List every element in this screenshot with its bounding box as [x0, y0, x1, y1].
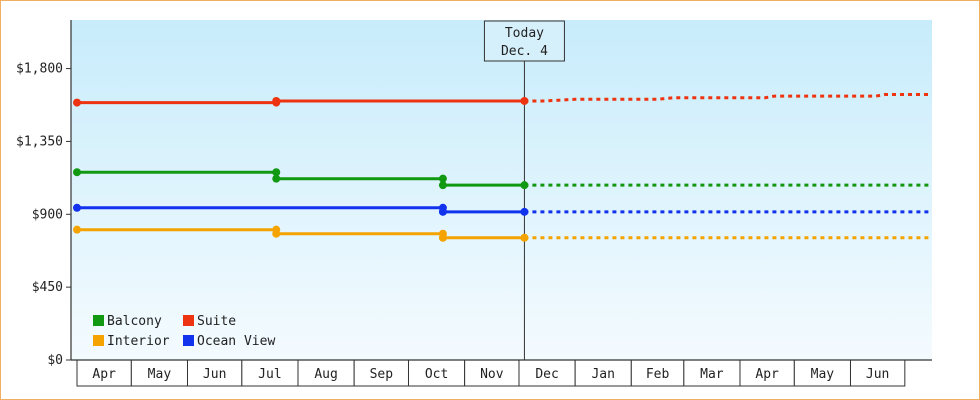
month-box [76, 359, 132, 387]
month-box [739, 359, 795, 387]
month-label: Aug [314, 367, 337, 382]
y-axis: $0 $450 $900 $1,350 $1,800 [16, 20, 932, 368]
month-label: Feb [646, 367, 670, 382]
month-box [574, 359, 632, 387]
month-box [518, 359, 576, 387]
legend-label: Suite [197, 314, 236, 329]
month-label: Mar [700, 367, 724, 382]
month-label: May [148, 367, 172, 382]
today-date-label: Dec. 4 [501, 44, 548, 59]
month-label: Nov [480, 367, 504, 382]
series-line-balcony [77, 170, 525, 187]
month-label: Jan [591, 367, 614, 382]
series-lines [73, 93, 932, 242]
series-point [520, 96, 529, 105]
series-point [272, 229, 281, 238]
series-point [438, 174, 447, 183]
legend-label: Interior [107, 334, 170, 349]
series-point [520, 181, 529, 190]
today-box [483, 20, 565, 62]
month-box [849, 359, 906, 387]
series-point [73, 225, 81, 234]
y-tick-label: $1,350 [16, 134, 63, 149]
month-label: Apr [92, 367, 116, 382]
series-point [73, 98, 81, 107]
series-point [438, 181, 447, 190]
legend-swatch [183, 315, 194, 326]
series-point [438, 207, 447, 216]
y-tick-label: $900 [32, 207, 63, 222]
month-box [407, 359, 466, 387]
today-label: Today [505, 26, 544, 41]
month-box [683, 359, 741, 387]
legend: Balcony Suite Interior Ocean View [93, 314, 275, 349]
legend-swatch [93, 335, 104, 346]
y-tick-label: $1,800 [16, 62, 63, 77]
month-label: Jun [203, 367, 226, 382]
plot-area [71, 20, 932, 360]
series-point [520, 207, 529, 216]
month-label: Sep [370, 367, 394, 382]
month-box [464, 359, 520, 387]
month-box [297, 359, 355, 387]
series-forecast-suite [524, 93, 932, 103]
legend-label: Ocean View [197, 334, 275, 349]
series-point [520, 233, 529, 242]
month-box [130, 359, 188, 387]
month-label: Jun [866, 367, 889, 382]
series-line-interior [77, 228, 525, 240]
legend-label: Balcony [107, 314, 162, 329]
today-marker: Today Dec. 4 [483, 20, 565, 360]
series-point [272, 174, 281, 183]
series-point [73, 203, 81, 212]
month-label: Jul [258, 367, 281, 382]
y-tick-label: $450 [32, 280, 63, 295]
month-axis-boxes: Apr May Jun Jul Aug Sep Oct Nov Dec Jan Feb Mar Apr M… [76, 359, 906, 387]
series-point [73, 168, 81, 177]
series-line-suite [77, 99, 525, 105]
legend-swatch [183, 335, 194, 346]
month-label: May [811, 367, 835, 382]
month-label: Apr [755, 367, 779, 382]
month-label: Dec [535, 367, 558, 382]
series-point [272, 96, 281, 105]
series-point [438, 233, 447, 242]
y-tick-label: $0 [47, 353, 63, 368]
series-point [272, 168, 281, 177]
month-label: Oct [425, 367, 448, 382]
legend-swatch [93, 315, 104, 326]
month-box [353, 359, 409, 387]
